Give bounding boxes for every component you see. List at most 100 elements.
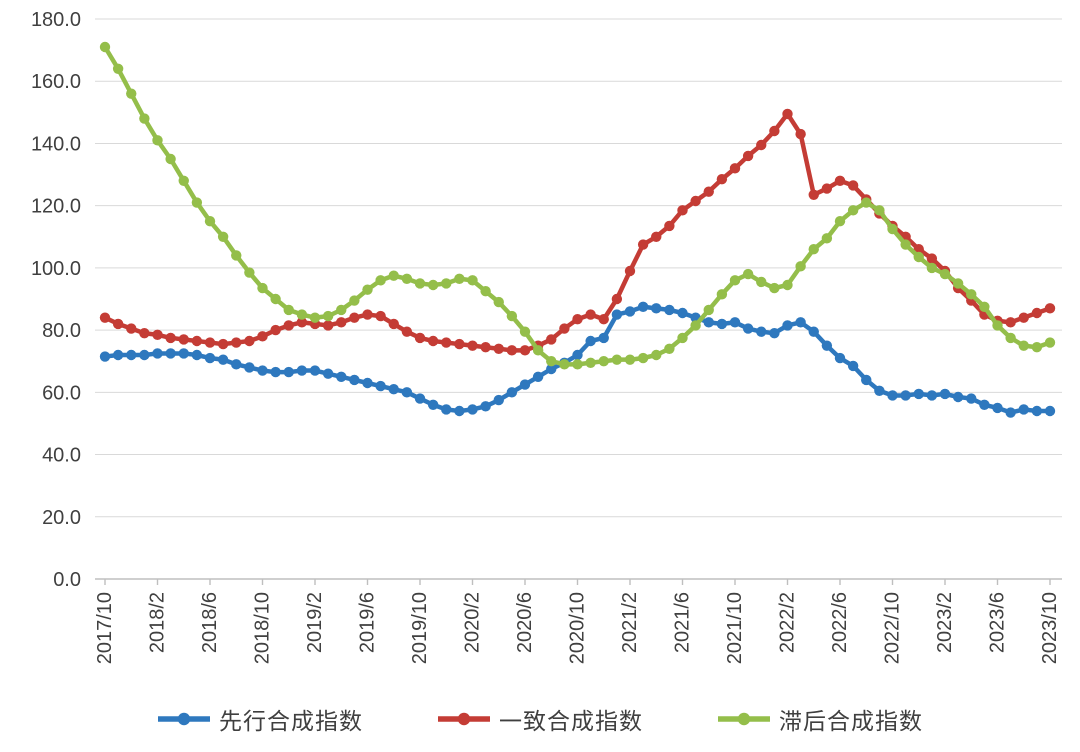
series-point-lagging <box>139 113 150 124</box>
series-point-leading <box>887 390 898 401</box>
series-point-lagging <box>112 63 124 74</box>
series-point-lagging <box>1044 337 1056 348</box>
legend-item-leading-index: 先行合成指数 <box>157 702 363 736</box>
series-point-leading <box>847 360 859 372</box>
series-point-lagging <box>191 197 203 208</box>
series-point-leading <box>217 354 229 365</box>
series-point-coincident <box>506 345 518 356</box>
series-point-coincident <box>519 345 531 356</box>
series-point-coincident <box>546 334 557 345</box>
series-point-lagging <box>769 282 780 294</box>
series-point-leading <box>585 335 596 347</box>
series-point-leading <box>126 349 137 361</box>
series-point-leading <box>913 388 924 400</box>
x-axis-label: 2020/10 <box>567 592 589 664</box>
series-point-coincident <box>99 312 111 323</box>
series-point-lagging <box>126 88 137 99</box>
series-point-leading <box>677 307 688 319</box>
series-point-lagging <box>401 273 413 284</box>
x-axis-label: 2022/2 <box>777 592 799 653</box>
chart-legend: 先行合成指数 一致合成指数 滞后合成指数 <box>0 702 1080 736</box>
y-axis-label: 180.0 <box>31 9 81 31</box>
series-point-coincident <box>703 186 714 197</box>
series-point-coincident <box>756 139 767 151</box>
series-point-lagging <box>611 354 623 365</box>
series-point-leading <box>257 365 268 376</box>
series-point-coincident <box>782 108 793 120</box>
series-point-leading <box>165 348 176 359</box>
series-point-leading <box>283 366 294 378</box>
series-point-leading <box>454 405 465 417</box>
series-point-lagging <box>375 275 386 286</box>
x-axis-label: 2018/6 <box>199 592 221 653</box>
series-point-leading <box>861 374 872 386</box>
series-point-coincident <box>191 335 203 347</box>
series-point-lagging <box>165 153 176 165</box>
series-point-lagging <box>874 205 885 216</box>
legend-marker-leading-icon <box>158 712 210 726</box>
series-point-lagging <box>244 267 255 278</box>
series-point-leading <box>152 348 163 359</box>
series-point-leading <box>979 399 990 410</box>
y-axis-label: 20.0 <box>42 507 81 529</box>
series-point-coincident <box>296 317 308 328</box>
series-point-lagging <box>559 359 570 370</box>
series-point-coincident <box>847 180 859 191</box>
series-point-leading <box>1044 405 1056 417</box>
x-axis-label: 2020/6 <box>514 592 536 653</box>
series-point-lagging <box>624 354 636 365</box>
series-point-leading <box>900 390 911 401</box>
x-axis-label: 2020/2 <box>462 592 484 653</box>
y-axis-label: 0.0 <box>53 569 81 591</box>
series-point-lagging <box>336 304 347 316</box>
series-point-leading <box>716 318 728 330</box>
series-point-leading <box>519 379 531 390</box>
series-point-leading <box>782 320 793 331</box>
x-axis-label: 2022/6 <box>829 592 851 653</box>
series-point-leading <box>191 349 203 361</box>
series-point-lagging <box>519 326 531 337</box>
series-point-leading <box>1018 404 1029 415</box>
series-point-coincident <box>401 326 413 337</box>
series-point-coincident <box>598 314 609 325</box>
legend-item-coincident-index: 一致合成指数 <box>437 702 643 736</box>
series-point-coincident <box>427 335 439 347</box>
series-point-lagging <box>808 244 819 255</box>
series-point-coincident <box>677 205 688 216</box>
series-point-lagging <box>716 289 728 300</box>
series-point-coincident <box>349 312 360 323</box>
series-point-lagging <box>637 352 649 364</box>
series-point-coincident <box>204 337 216 348</box>
series-point-coincident <box>834 175 846 186</box>
series-point-coincident <box>651 231 662 242</box>
series-point-lagging <box>782 279 793 291</box>
series-point-leading <box>336 371 347 382</box>
series-point-leading <box>441 404 452 415</box>
series-point-lagging <box>1018 340 1029 351</box>
series-point-lagging <box>296 309 308 320</box>
series-point-leading <box>296 365 308 376</box>
series-point-leading <box>401 387 413 398</box>
series-point-leading <box>703 317 714 328</box>
series-point-lagging <box>349 295 360 306</box>
series-point-coincident <box>388 318 399 330</box>
series-point-coincident <box>808 189 819 200</box>
series-point-lagging <box>677 332 688 344</box>
series-point-leading <box>756 326 767 337</box>
series-point-lagging <box>690 320 701 331</box>
series-point-coincident <box>244 335 255 347</box>
series-point-lagging <box>572 359 583 370</box>
series-point-lagging <box>821 233 833 244</box>
series-point-leading <box>388 384 399 395</box>
series-point-coincident <box>441 337 452 348</box>
series-point-lagging <box>1005 332 1016 344</box>
series-point-lagging <box>729 275 741 286</box>
legend-item-lagging-index: 滞后合成指数 <box>717 702 923 736</box>
series-point-leading <box>966 393 977 404</box>
series-point-coincident <box>257 331 268 342</box>
series-point-lagging <box>900 239 911 250</box>
series-point-coincident <box>375 310 386 322</box>
legend-marker-lagging-icon <box>718 712 770 726</box>
series-point-coincident <box>926 253 938 264</box>
